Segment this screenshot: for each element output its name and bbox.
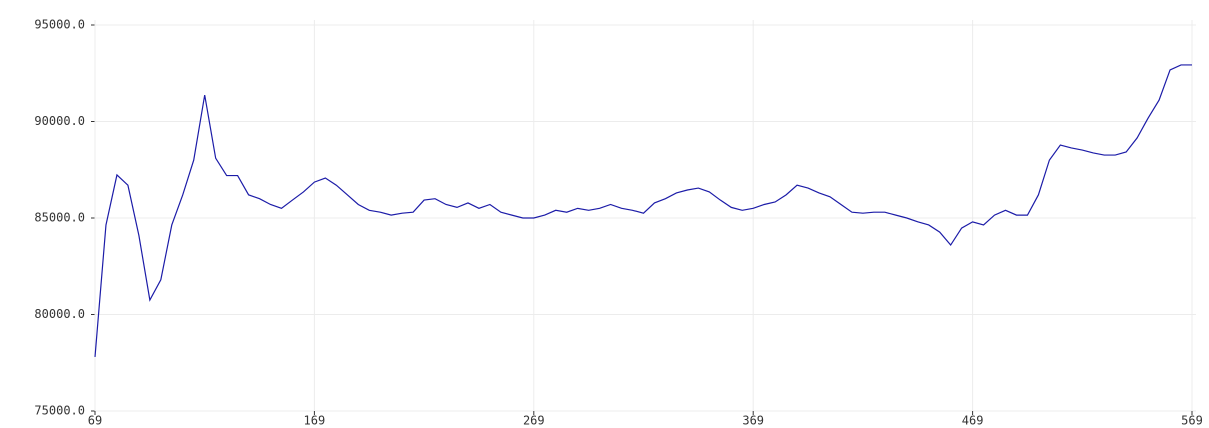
y-tick-label: 90000.0 [34,114,85,128]
x-tick-label: 169 [304,414,326,428]
y-tick-label: 75000.0 [34,404,85,418]
y-tick-label: 95000.0 [34,18,85,32]
y-tick-label: 80000.0 [34,307,85,321]
x-tick-label: 569 [1181,414,1203,428]
x-tick-label: 469 [962,414,984,428]
x-tick-label: 369 [742,414,764,428]
y-tick-label: 85000.0 [34,211,85,225]
x-tick-label: 269 [523,414,545,428]
data-line [94,64,1192,358]
x-tick-label: 69 [88,414,102,428]
